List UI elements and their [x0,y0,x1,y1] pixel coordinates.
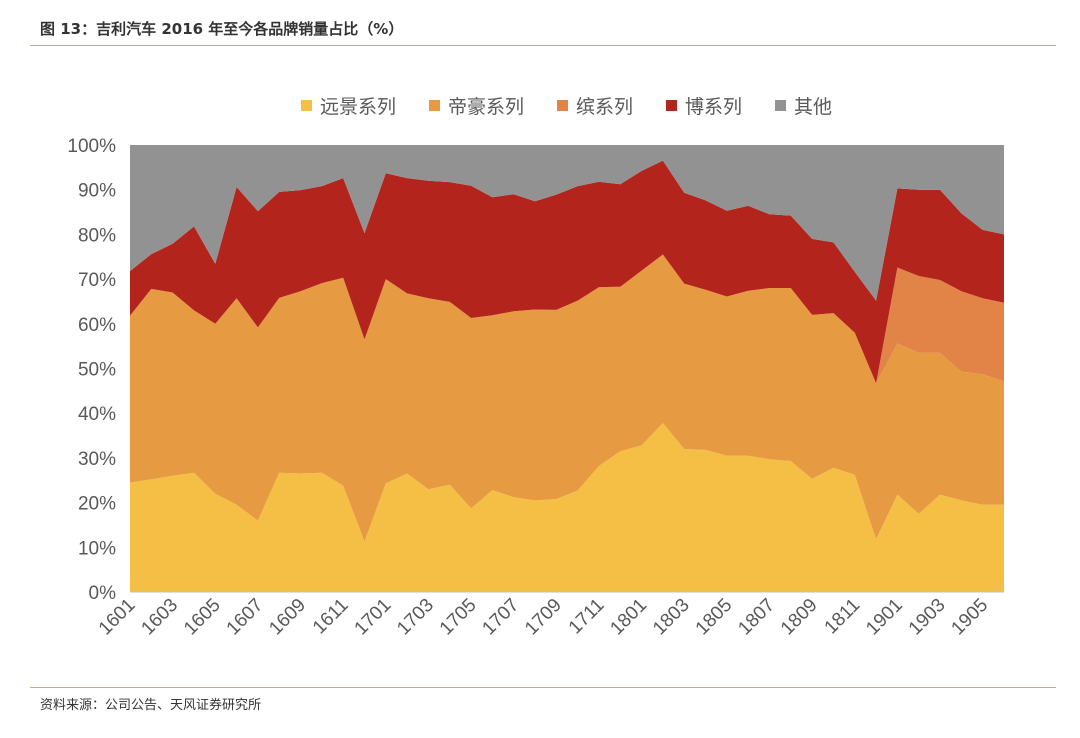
figure-title: 图 13：吉利汽车 2016 年至今各品牌销量占比（%） [40,20,404,38]
x-tick-label: 1811 [821,595,865,639]
chart-legend: 远景系列 帝豪系列 缤系列 博系列 其他 [301,96,832,118]
x-tick-label: 1801 [606,595,651,640]
x-tick-label: 1701 [351,595,396,640]
y-tick-label: 90% [78,181,116,202]
legend-swatch [557,100,568,111]
x-tick-label: 1611 [309,595,353,639]
legend-item: 博系列 [666,96,742,118]
x-tick-label: 1707 [478,595,523,640]
x-tick-label: 1803 [649,595,694,640]
y-tick-label: 60% [78,315,116,336]
x-tick-label: 1705 [436,595,481,640]
header-divider [30,45,1056,46]
area-series-4 [130,160,1004,384]
x-tick-label: 1809 [777,595,822,640]
x-tick-label: 1607 [223,595,268,640]
x-tick-label: 1901 [862,595,907,640]
x-tick-label: 1807 [734,595,779,640]
footer-divider [30,687,1056,688]
x-tick-label: 1905 [947,595,992,640]
y-tick-label: 100% [67,136,116,157]
x-tick-label: 1903 [905,595,950,640]
legend-label: 远景系列 [320,96,396,118]
legend-swatch [429,100,440,111]
legend-label: 帝豪系列 [448,96,524,118]
y-tick-label: 50% [78,360,116,381]
x-tick-label: 1805 [692,595,737,640]
x-tick-label: 1609 [265,595,310,640]
legend-label: 博系列 [685,96,742,118]
area-series-5 [130,145,1004,301]
legend-item: 帝豪系列 [429,96,524,118]
source-note: 资料来源：公司公告、天风证券研究所 [40,698,262,713]
x-tick-label: 1709 [521,595,566,640]
x-tick-label: 1711 [565,595,609,639]
legend-swatch [666,100,677,111]
area-series-2 [130,254,1004,542]
y-tick-label: 20% [78,494,116,515]
y-tick-label: 30% [78,449,116,470]
legend-swatch [775,100,786,111]
legend-label: 其他 [794,96,832,118]
legend-item: 其他 [775,96,832,118]
y-tick-label: 80% [78,225,116,246]
legend-item: 远景系列 [301,96,396,118]
x-tick-label: 1603 [137,595,182,640]
y-tick-label: 70% [78,270,116,291]
x-tick-label: 1605 [180,595,225,640]
legend-item: 缤系列 [557,96,633,118]
legend-label: 缤系列 [576,96,633,118]
y-tick-label: 40% [78,404,116,425]
y-axis: 0% 10% 20% 30% 40% 50% 60% 70% 80% 90% 100% [67,136,116,604]
y-tick-label: 10% [78,538,116,559]
area-series-1 [130,423,1004,592]
area-series-group [130,145,1004,592]
x-axis: 1601160316051607160916111701170317051707… [95,591,1004,640]
x-tick-label: 1703 [393,595,438,640]
y-tick-label: 0% [89,583,117,604]
legend-swatch [301,100,312,111]
